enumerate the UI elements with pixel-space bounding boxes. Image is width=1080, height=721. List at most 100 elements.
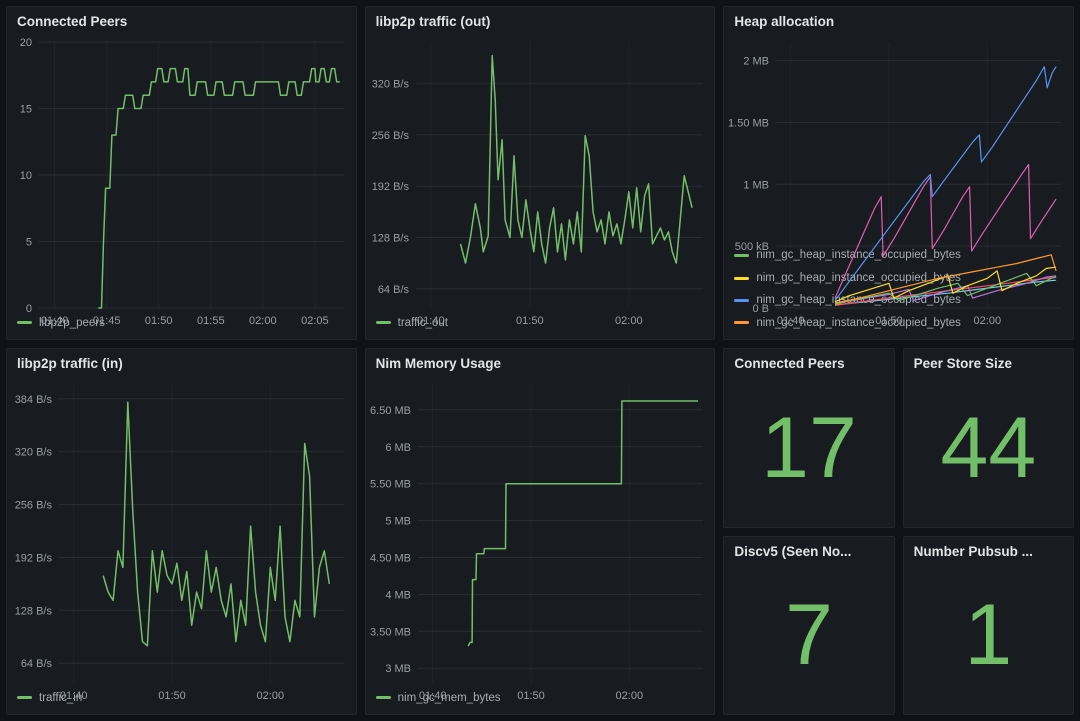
- panel-heap-allocation: Heap allocation 0 B 500 kB 1 MB 1.50 MB 2 MB…: [723, 6, 1074, 340]
- chart-svg[interactable]: 0 B 500 kB 1 MB 1.50 MB 2 MB 01:40 01:50 02:00: [724, 32, 1073, 330]
- panel-title[interactable]: libp2p traffic (in): [17, 356, 123, 371]
- stat-panel-discv5-seen-nodes: Discv5 (Seen No... 7: [723, 536, 895, 715]
- panel-libp2p-traffic-out: libp2p traffic (out) 64 B/s 128 B/s 192 B/…: [364, 6, 716, 340]
- legend-label: traffic_out: [397, 316, 448, 329]
- y-tick-label: 0: [26, 303, 32, 315]
- x-tick-label: 01:45: [93, 315, 121, 327]
- x-tick-label: 01:55: [197, 315, 225, 327]
- chart-svg[interactable]: 64 B/s 128 B/s 192 B/s 256 B/s 320 B/s 01:40 0…: [366, 32, 715, 330]
- x-tick-label: 01:50: [145, 315, 173, 327]
- legend-item[interactable]: nim_gc_heap_instance_occupied_bytes: [734, 314, 1063, 332]
- series-line-heap-pink: [834, 163, 1057, 299]
- chart-legend: traffic_out: [366, 312, 715, 339]
- legend-item[interactable]: nim_gc_heap_instance_occupied_bytes: [734, 269, 1063, 287]
- series-line-nim_gc_mem_bytes: [467, 400, 698, 647]
- panel-title[interactable]: Connected Peers: [734, 356, 845, 371]
- y-tick-label: 256 B/s: [15, 500, 53, 512]
- y-tick-label: 192 B/s: [371, 181, 409, 193]
- x-tick-label: 01:40: [41, 315, 69, 327]
- stat-panel-peer-store-size: Peer Store Size 44: [902, 348, 1074, 528]
- panel-title[interactable]: Discv5 (Seen No...: [734, 544, 852, 559]
- series-color-swatch: [734, 298, 750, 302]
- y-tick-label: 64 B/s: [377, 284, 409, 296]
- chart-legend: libp2p_peers: [7, 312, 356, 339]
- panel-title[interactable]: Nim Memory Usage: [375, 356, 501, 371]
- y-tick-label: 2 MB: [744, 56, 770, 68]
- panel-title[interactable]: Connected Peers: [17, 14, 128, 29]
- y-tick-label: 1 MB: [744, 179, 770, 191]
- y-tick-label: 1.50 MB: [728, 117, 769, 129]
- legend-item[interactable]: nim_gc_mem_bytes: [375, 689, 501, 707]
- series-line-heap-orange: [835, 254, 1058, 304]
- x-tick-label: 01:50: [158, 690, 186, 702]
- y-tick-label: 128 B/s: [371, 233, 409, 245]
- series-color-swatch: [734, 254, 750, 258]
- x-tick-label: 02:00: [615, 315, 643, 327]
- x-tick-label: 02:00: [249, 315, 277, 327]
- x-tick-label: 01:40: [419, 690, 447, 702]
- x-tick-label: 01:40: [417, 315, 445, 327]
- legend-item[interactable]: traffic_out: [375, 314, 448, 332]
- chart-svg[interactable]: 64 B/s 128 B/s 192 B/s 256 B/s 320 B/s 384 B/…: [7, 374, 356, 705]
- chart-svg[interactable]: 0 5 10 15 20 01:40 01:45 01:50 01:55 02:00 02:05: [7, 32, 356, 330]
- timeseries-chart[interactable]: 0 5 10 15 20 01:40 01:45 01:50 01:55 02:00 02:05: [7, 32, 356, 327]
- legend-item[interactable]: libp2p_peers: [17, 314, 105, 332]
- stat-value: 7: [785, 587, 833, 683]
- series-line-heap-yellow: [835, 266, 1057, 303]
- stat-value: 1: [964, 587, 1013, 683]
- legend-label: nim_gc_mem_bytes: [397, 691, 501, 704]
- legend-label: nim_gc_heap_instance_occupied_bytes: [756, 316, 961, 329]
- series-color-swatch: [734, 321, 750, 325]
- legend-label: libp2p_peers: [39, 316, 105, 329]
- series-line-heap-blue: [834, 66, 1057, 301]
- y-tick-label: 20: [20, 37, 32, 49]
- series-line-heap-green: [835, 272, 1057, 305]
- legend-item[interactable]: nim_gc_heap_instance_occupied_bytes: [734, 246, 1063, 264]
- panel-title[interactable]: Heap allocation: [734, 14, 835, 29]
- y-tick-label: 6 MB: [385, 442, 411, 454]
- chart-svg[interactable]: 3 MB 3.50 MB 4 MB 4.50 MB 5 MB 5.50 MB 6 MB 6.5…: [366, 374, 715, 705]
- panel-nim-memory-usage: Nim Memory Usage 3 MB 3.50 MB 4 MB 4.50 MB 5…: [364, 348, 716, 715]
- x-tick-label: 02:00: [257, 690, 285, 702]
- panel-title[interactable]: libp2p traffic (out): [375, 14, 491, 29]
- series-color-swatch: [17, 696, 32, 700]
- series-line-libp2p_peers: [98, 67, 340, 309]
- x-tick-label: 01:40: [777, 315, 805, 327]
- timeseries-chart[interactable]: 64 B/s 128 B/s 192 B/s 256 B/s 320 B/s 384 B/…: [7, 374, 356, 702]
- y-tick-label: 6.50 MB: [370, 405, 411, 417]
- x-tick-label: 01:50: [517, 690, 545, 702]
- timeseries-chart[interactable]: 3 MB 3.50 MB 4 MB 4.50 MB 5 MB 5.50 MB 6 MB 6.5…: [366, 374, 715, 702]
- y-tick-label: 5 MB: [385, 516, 411, 528]
- x-tick-label: 02:00: [974, 315, 1002, 327]
- y-tick-label: 4 MB: [385, 589, 411, 601]
- x-tick-label: 02:00: [615, 690, 643, 702]
- series-line-traffic_out: [459, 54, 693, 264]
- stat-panel-connected-peers: Connected Peers 17: [723, 348, 895, 528]
- timeseries-chart[interactable]: 64 B/s 128 B/s 192 B/s 256 B/s 320 B/s 01:40 0…: [366, 32, 715, 327]
- panel-title[interactable]: Number Pubsub ...: [913, 544, 1033, 559]
- y-tick-label: 256 B/s: [371, 130, 409, 142]
- panel-title[interactable]: Peer Store Size: [913, 356, 1012, 371]
- legend-item[interactable]: traffic_in: [17, 689, 82, 707]
- y-tick-label: 384 B/s: [15, 394, 53, 406]
- y-tick-label: 0 B: [753, 303, 770, 315]
- panel-connected-peers-chart: Connected Peers 0 5 10 15 20 01:40 01:45 01:50 0…: [6, 6, 357, 340]
- legend-label: nim_gc_heap_instance_occupied_bytes: [756, 249, 961, 262]
- y-tick-label: 64 B/s: [21, 658, 53, 670]
- y-tick-label: 5.50 MB: [370, 479, 411, 491]
- legend-label: nim_gc_heap_instance_occupied_bytes: [756, 271, 961, 284]
- series-line-traffic_in: [102, 401, 331, 647]
- y-tick-label: 3.50 MB: [370, 626, 411, 638]
- panel-libp2p-traffic-in: libp2p traffic (in) 64 B/s 128 B/s 192 B/s…: [6, 348, 357, 715]
- y-tick-label: 3 MB: [385, 663, 411, 675]
- y-tick-label: 5: [26, 237, 32, 249]
- stat-panel-number-pubsub: Number Pubsub ... 1: [902, 536, 1074, 715]
- series-line-heap-purple: [835, 275, 1057, 305]
- chart-legend: traffic_in: [7, 687, 356, 714]
- y-tick-label: 192 B/s: [15, 553, 53, 565]
- y-tick-label: 10: [20, 170, 32, 182]
- stat-value: 17: [761, 399, 857, 496]
- timeseries-chart[interactable]: 0 B 500 kB 1 MB 1.50 MB 2 MB 01:40 01:50 02:00: [724, 32, 1073, 327]
- series-color-swatch: [734, 276, 750, 280]
